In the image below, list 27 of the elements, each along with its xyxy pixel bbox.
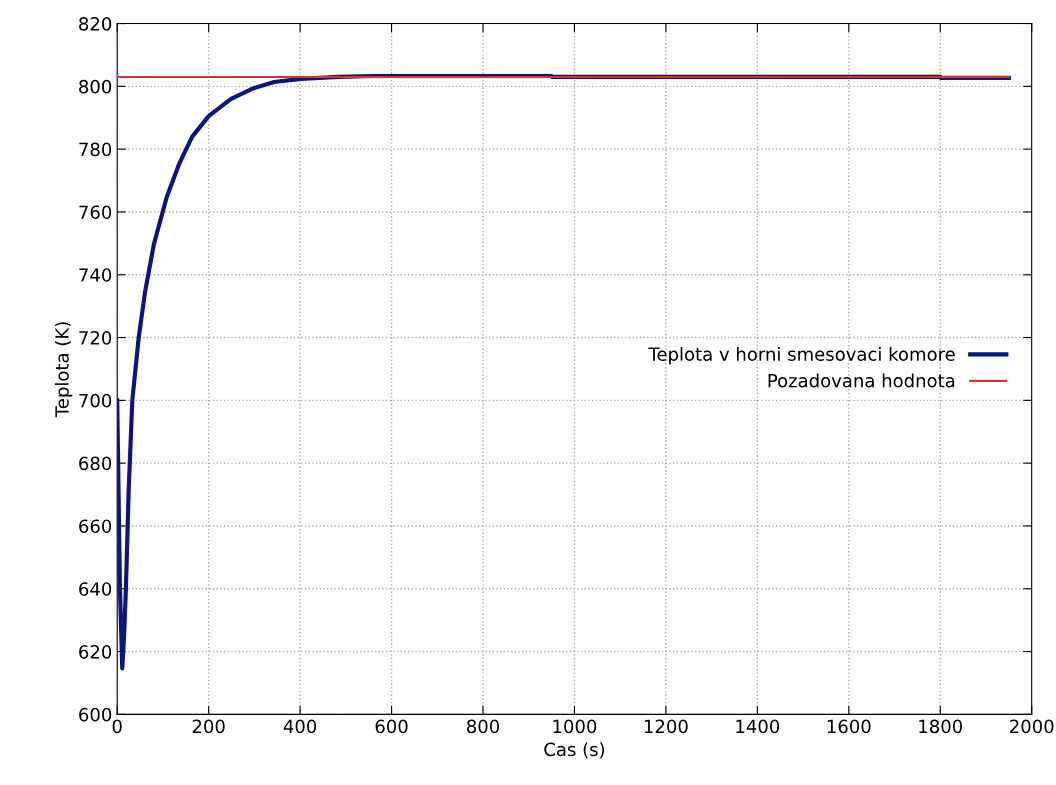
- y-tick-label: 640: [79, 582, 112, 596]
- y-tick-label: 740: [79, 268, 112, 282]
- x-tick-label: 200: [192, 719, 225, 734]
- legend-label: Pozadovana hodnota: [768, 373, 955, 388]
- y-tick-label: 680: [79, 456, 112, 471]
- x-tick-label: 1600: [827, 719, 871, 734]
- x-axis-title: Cas (s): [544, 742, 605, 759]
- y-tick-label: 820: [79, 17, 112, 31]
- x-tick-label: 1400: [736, 719, 780, 734]
- x-tick-label: 800: [467, 719, 500, 734]
- x-tick-label: 1800: [919, 719, 963, 734]
- y-axis-title: Teplota (K): [54, 322, 73, 418]
- y-tick-label: 660: [79, 519, 112, 534]
- y-tick-label: 620: [79, 645, 112, 659]
- y-tick-label: 780: [79, 142, 112, 157]
- x-tick-label: 2000: [1010, 719, 1054, 734]
- y-tick-label: 720: [79, 331, 112, 345]
- x-tick-label: 400: [283, 719, 317, 734]
- y-tick-label: 760: [79, 205, 112, 220]
- y-tick-label: 800: [79, 79, 112, 94]
- legend-label: Teplota v horni smesovaci komore: [648, 346, 955, 365]
- y-tick-label: 600: [79, 707, 112, 722]
- y-tick-label: 700: [79, 393, 112, 408]
- x-tick-label: 1000: [553, 719, 597, 734]
- x-tick-label: 1200: [644, 719, 688, 734]
- x-tick-label: 0: [112, 719, 122, 734]
- x-tick-label: 600: [375, 719, 408, 734]
